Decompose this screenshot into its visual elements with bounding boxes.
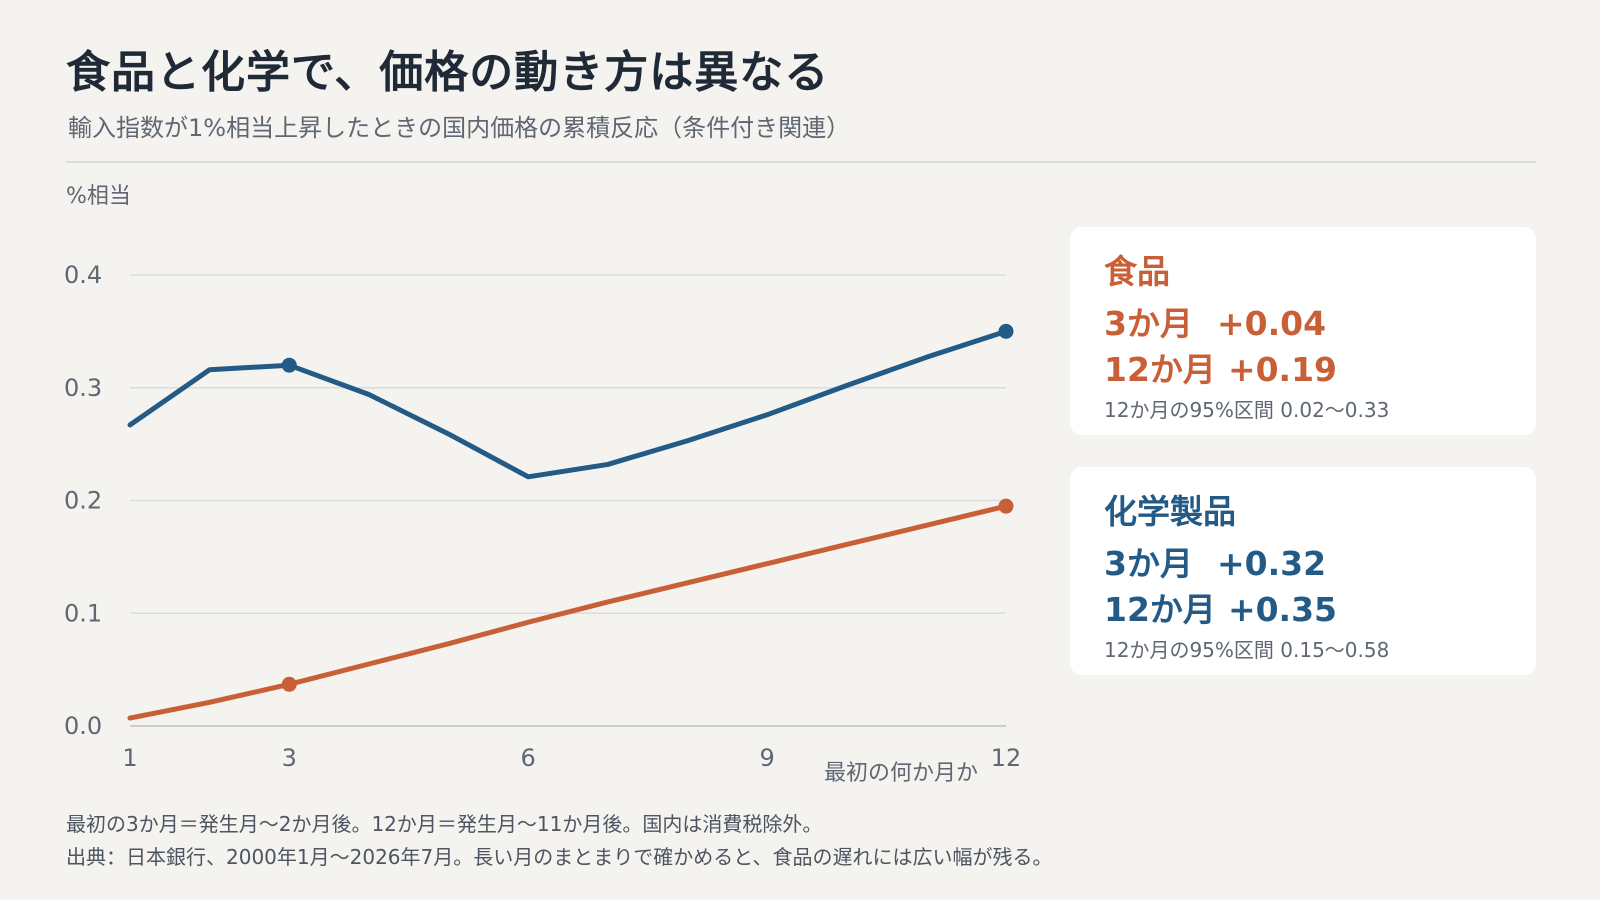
footnote-definitions: 最初の3か月＝発生月〜2か月後。12か月＝発生月〜11か月後。国内は消費税除外。 xyxy=(66,812,823,836)
card-12-month-label: 12か月 xyxy=(1104,590,1216,629)
y-tick-label: 0.4 xyxy=(64,261,102,289)
card-confidence-interval: 12か月の95%区間 0.15〜0.58 xyxy=(1104,638,1390,662)
card-series-name: 食品 xyxy=(1104,252,1170,291)
y-tick-label: 0.1 xyxy=(64,599,102,627)
series-lines xyxy=(127,323,1014,721)
card-series-name: 化学製品 xyxy=(1104,492,1236,531)
y-tick-label: 0.3 xyxy=(64,374,102,402)
y-tick-labels: 0.0 0.1 0.2 0.3 0.4 xyxy=(64,261,102,740)
y-tick-label: 0.0 xyxy=(64,712,102,740)
y-tick-label: 0.2 xyxy=(64,487,102,515)
card-3-month-label: 3か月 xyxy=(1104,544,1193,583)
card-12-month-value: +0.19 xyxy=(1227,350,1338,389)
y-axis-unit-label: %相当 xyxy=(66,184,131,209)
card-3-month-line: 3か月 +0.32 xyxy=(1104,537,1326,585)
x-tick-labels: 1 3 6 9 12 xyxy=(122,744,1021,772)
card-12-month-line: 12か月 +0.19 xyxy=(1104,343,1337,391)
header-divider xyxy=(66,161,1536,163)
card-12-month-value: +0.35 xyxy=(1227,590,1338,629)
x-tick-label: 12 xyxy=(991,744,1022,772)
card-confidence-interval: 12か月の95%区間 0.02〜0.33 xyxy=(1104,398,1390,422)
series-line-0 xyxy=(127,328,1009,480)
series-point-marker xyxy=(281,357,297,373)
series-line-1 xyxy=(127,503,1009,721)
card-3-month-label: 3か月 xyxy=(1104,304,1193,343)
x-tick-label: 9 xyxy=(759,744,774,772)
footnote-source: 出典：日本銀行、2000年1月〜2026年7月。長い月のまとまりで確かめると、食… xyxy=(66,845,1053,869)
series-point-marker xyxy=(281,676,297,692)
series-point-marker xyxy=(998,498,1014,514)
page-subtitle: 輸入指数が1%相当上昇したときの国内価格の累積反応（条件付き関連） xyxy=(68,114,851,142)
card-12-month-label: 12か月 xyxy=(1104,350,1216,389)
food-summary-card: 食品 3か月 +0.04 12か月 +0.19 12か月の95%区間 0.02〜0.… xyxy=(1070,227,1536,435)
card-3-month-line: 3か月 +0.04 xyxy=(1104,297,1326,345)
card-3-month-value: +0.04 xyxy=(1216,304,1327,343)
card-3-month-value: +0.32 xyxy=(1216,544,1327,583)
x-axis-label: 最初の何か月か xyxy=(824,761,978,786)
series-point-marker xyxy=(998,323,1014,339)
page-title: 食品と化学で、価格の動き方は異なる xyxy=(66,47,830,98)
x-tick-label: 3 xyxy=(282,744,297,772)
grid-lines xyxy=(130,274,1006,727)
chemicals-summary-card: 化学製品 3か月 +0.32 12か月 +0.35 12か月の95%区間 0.15〜… xyxy=(1070,467,1536,675)
x-tick-label: 1 xyxy=(122,744,137,772)
card-12-month-line: 12か月 +0.35 xyxy=(1104,583,1337,631)
x-tick-label: 6 xyxy=(521,744,536,772)
